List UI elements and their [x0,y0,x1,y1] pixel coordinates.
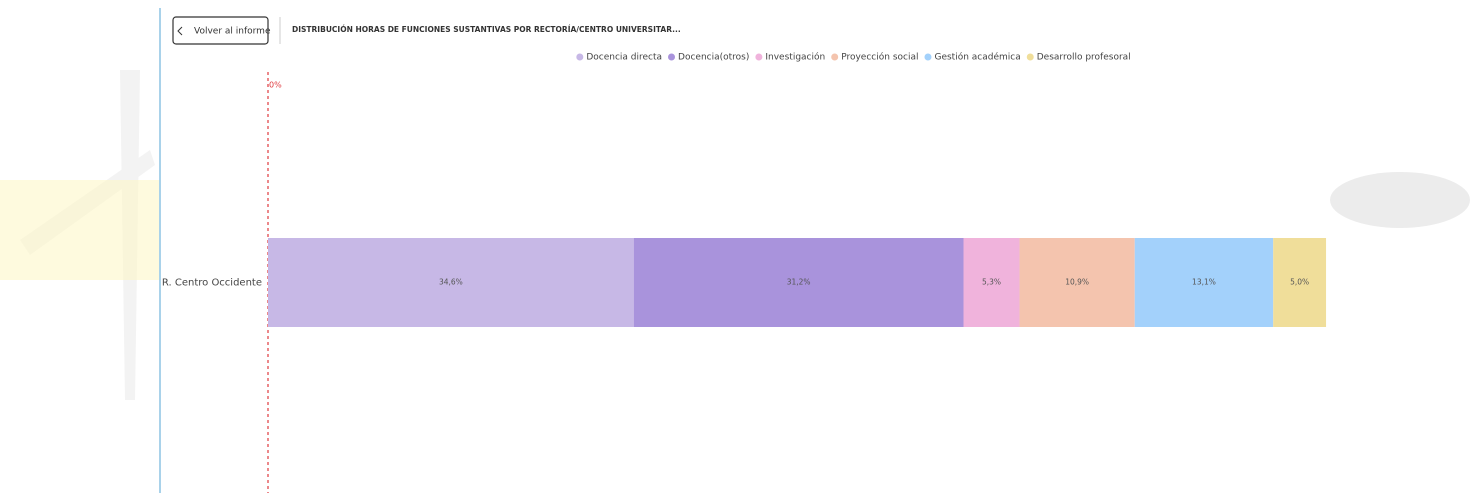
legend-marker [924,54,931,61]
page: Volver al informe DISTRIBUCIÓN HORAS DE … [0,0,1471,493]
legend-marker [576,54,583,61]
data-label: 34,6% [439,278,463,287]
chart-title: DISTRIBUCIÓN HORAS DE FUNCIONES SUSTANTI… [292,25,681,34]
x-tick-label: 0% [269,81,282,90]
legend-label: Investigación [765,52,825,63]
data-label: 10,9% [1065,278,1089,287]
legend-label: Docencia(otros) [678,53,749,63]
y-tick-label: R. Centro Occidente [162,278,262,289]
data-label: 13,1% [1192,278,1216,287]
data-label: 5,3% [982,278,1001,287]
data-label: 5,0% [1290,278,1309,287]
legend-label: Docencia directa [586,53,662,63]
legend-marker [831,54,838,61]
back-button-label[interactable]: Volver al informe [194,27,271,37]
legend-marker [755,54,762,61]
legend-marker [668,54,675,61]
data-label: 31,2% [787,278,811,287]
watermark-shape [0,180,160,280]
legend-label: Desarrollo profesoral [1037,53,1131,63]
legend-label: Proyección social [841,52,918,63]
legend-label: Gestión académica [934,52,1020,63]
watermark-shape [1330,172,1470,228]
legend-marker [1027,54,1034,61]
